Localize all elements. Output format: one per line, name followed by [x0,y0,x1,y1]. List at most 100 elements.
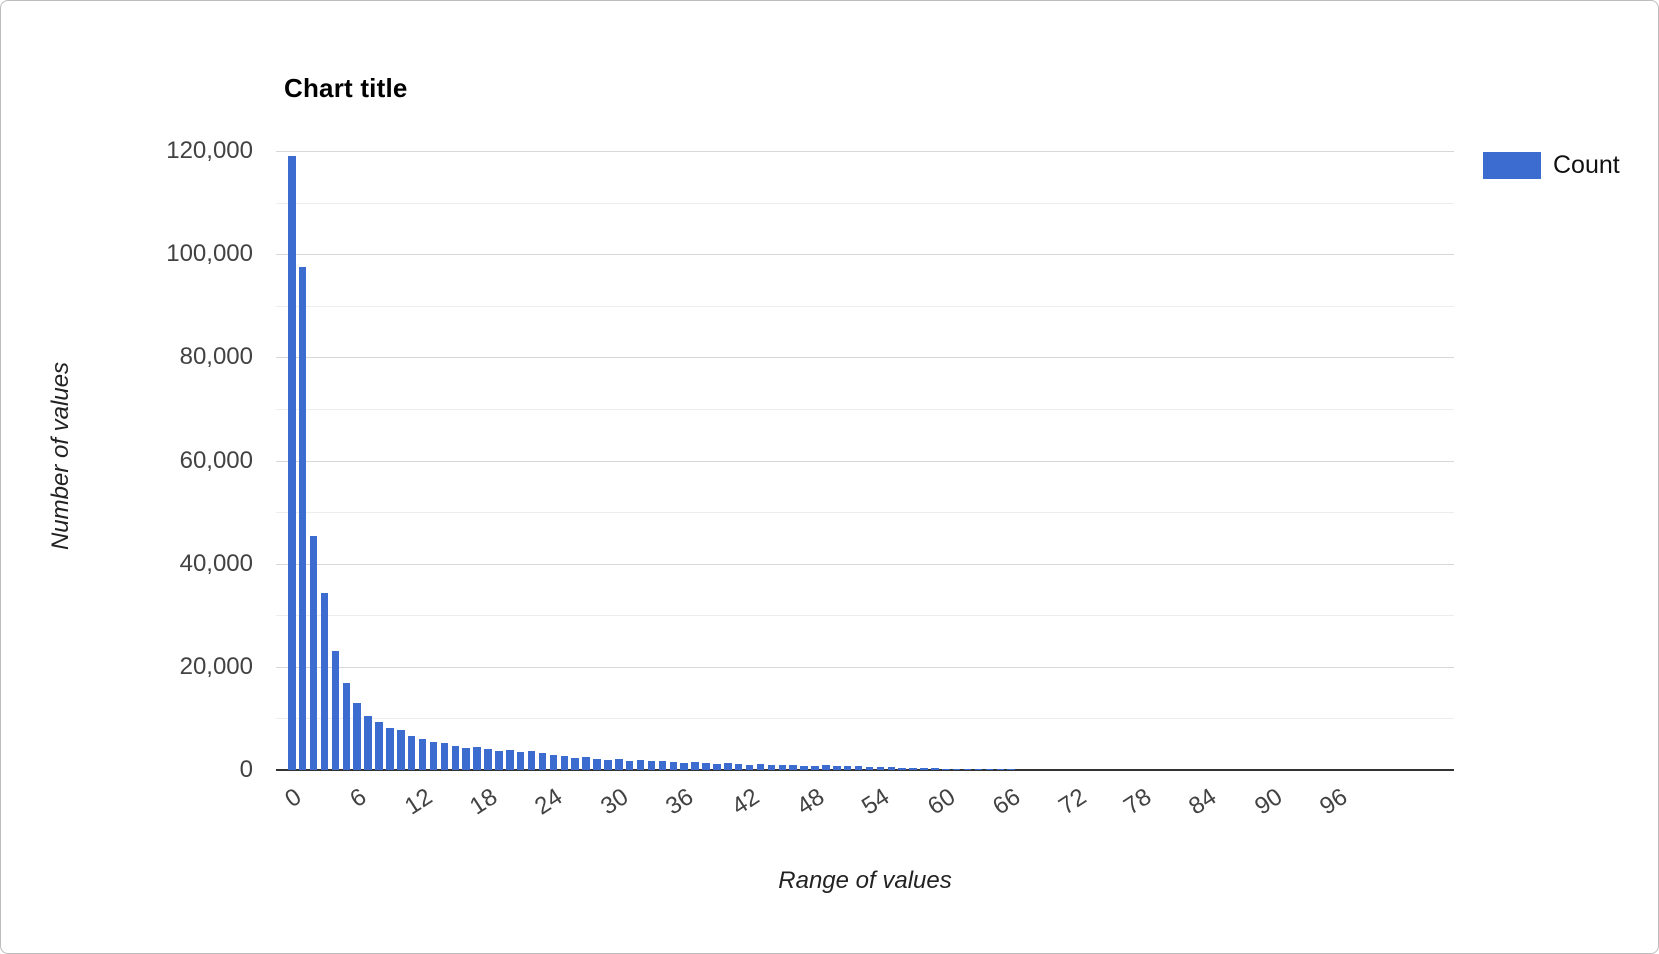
bar[interactable] [702,763,710,770]
x-tick-label: 30 [595,783,633,821]
bar[interactable] [963,769,972,770]
bar[interactable] [811,765,819,770]
bar[interactable] [407,735,416,770]
bar[interactable] [484,748,492,770]
bar[interactable] [582,757,590,770]
bar[interactable] [669,762,678,770]
x-tick-label: 48 [792,783,830,821]
gridline [276,563,1454,565]
bar[interactable] [974,769,983,770]
gridline [276,718,1454,720]
bar[interactable] [495,751,503,770]
legend-swatch [1483,152,1541,179]
bar[interactable] [331,651,340,770]
bar[interactable] [320,592,329,770]
bar[interactable] [647,761,656,770]
gridline [276,357,1454,359]
bar[interactable] [298,267,307,770]
x-tick-label: 6 [345,783,372,814]
bar[interactable] [691,762,699,770]
bar[interactable] [353,702,361,770]
bar[interactable] [996,769,1005,770]
x-tick-label: 54 [857,783,895,821]
bar[interactable] [397,730,405,770]
bar[interactable] [288,156,296,770]
bar[interactable] [898,767,906,770]
y-tick-label: 80,000 [179,343,253,371]
x-tick-label: 24 [530,783,568,821]
bar[interactable] [560,756,569,770]
chart-title[interactable]: Chart title [284,73,408,103]
bar[interactable] [462,747,470,770]
bar[interactable] [386,728,394,770]
y-axis-title: Number of values [47,361,74,551]
bar[interactable] [854,766,863,770]
bar[interactable] [1007,769,1015,770]
bar[interactable] [843,766,852,770]
x-axis-title: Range of values [778,867,952,894]
bar[interactable] [876,767,885,770]
bar[interactable] [538,753,547,770]
y-tick-label: 40,000 [179,549,253,577]
x-tick-label: 84 [1184,783,1222,821]
x-tick-label: 78 [1119,783,1157,821]
bar[interactable] [571,758,579,770]
bar[interactable] [418,738,427,770]
bar[interactable] [909,767,917,770]
bar[interactable] [985,769,994,770]
y-tick-label: 120,000 [166,137,253,164]
bar[interactable] [309,536,318,770]
bar[interactable] [833,765,841,770]
bar[interactable] [549,754,558,770]
x-tick-label: 66 [988,783,1026,821]
bar[interactable] [375,722,383,770]
legend[interactable]: Count [1483,151,1620,180]
bar[interactable] [440,742,449,770]
bar[interactable] [713,763,721,770]
legend-label: Count [1553,151,1620,179]
bar[interactable] [756,763,765,770]
bar[interactable] [724,763,732,770]
bar[interactable] [636,760,645,770]
x-tick-label: 0 [280,783,306,814]
y-tick-label: 20,000 [179,652,253,680]
x-tick-label: 96 [1315,783,1353,821]
bar[interactable] [429,741,438,770]
bar[interactable] [516,751,525,770]
x-tick-label: 72 [1053,783,1091,821]
x-tick-label: 12 [399,783,437,821]
x-tick-label: 90 [1249,783,1287,821]
bar[interactable] [789,764,797,770]
bar[interactable] [342,683,351,770]
bar[interactable] [745,764,754,770]
gridline [276,615,1454,617]
bar[interactable] [865,766,874,770]
bar[interactable] [658,760,667,770]
bar[interactable] [615,759,623,770]
y-tick-label: 60,000 [179,446,253,474]
bar[interactable] [527,750,536,770]
bar[interactable] [593,758,601,770]
bar[interactable] [778,765,787,770]
gridline [276,254,1454,256]
x-tick-label: 60 [922,783,960,821]
bar[interactable] [887,766,896,770]
bar[interactable] [451,745,460,770]
bar[interactable] [473,747,481,770]
bar[interactable] [604,760,612,770]
bar[interactable] [625,760,634,770]
x-axis-line [276,769,1454,771]
bar[interactable] [931,768,939,770]
bar[interactable] [800,765,808,770]
bar[interactable] [734,764,743,770]
gridline [276,151,1454,152]
bar[interactable] [822,765,830,770]
bar[interactable] [506,749,514,770]
bar[interactable] [767,764,776,770]
bar[interactable] [680,762,688,770]
bar[interactable] [942,768,950,770]
bar[interactable] [364,715,372,770]
bar[interactable] [952,768,961,770]
bar[interactable] [920,767,928,770]
